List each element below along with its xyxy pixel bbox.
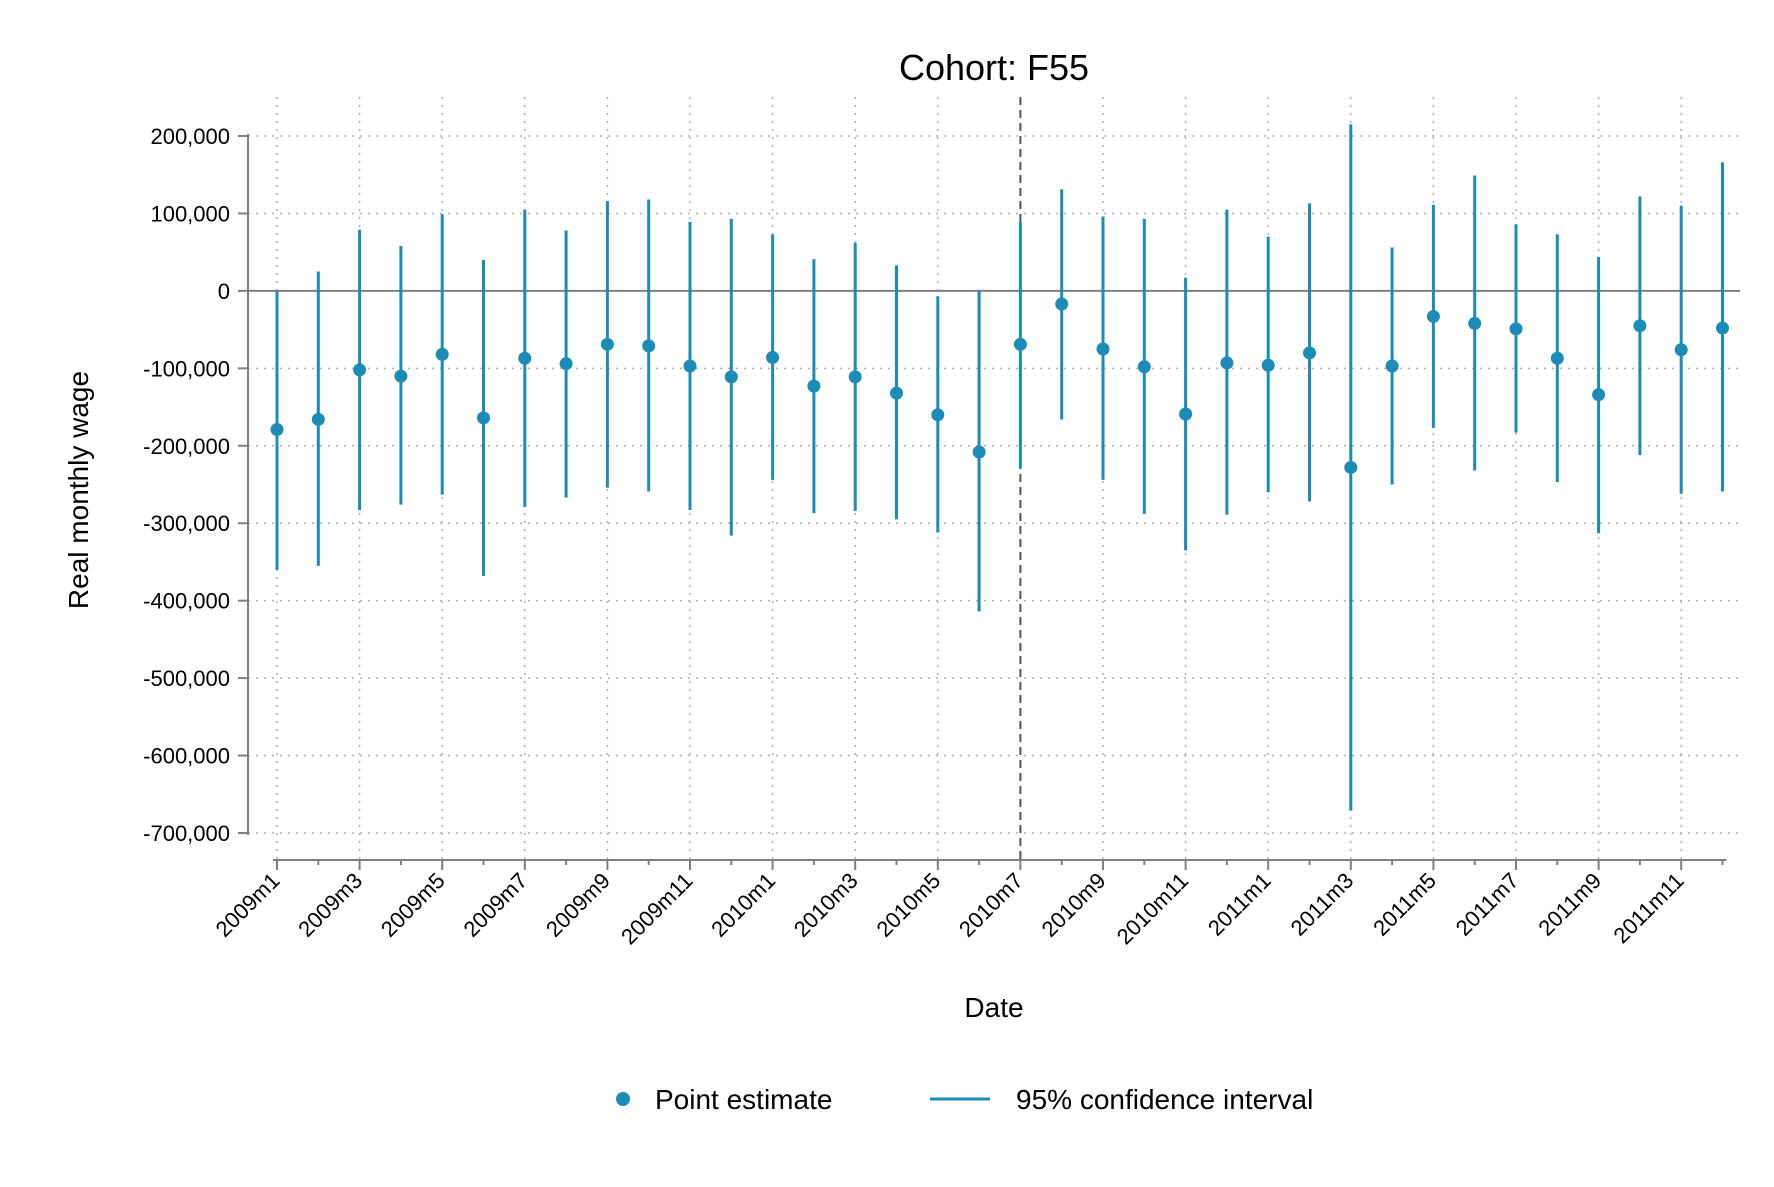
point-estimate-marker [394,369,408,383]
point-estimate-marker [1137,360,1151,374]
point-estimate-marker [724,370,738,384]
point-estimate-marker [1261,358,1275,372]
point-estimate-marker [1179,407,1193,421]
x-axis-label: Date [964,992,1023,1023]
point-estimate-marker [1592,388,1606,402]
y-tick-label: -200,000 [143,434,230,459]
legend-ci-label: 95% confidence interval [1016,1084,1313,1115]
y-axis-label: Real monthly wage [63,371,94,609]
x-tick-label: 2010m5 [871,868,945,942]
x-tick-label: 2010m3 [789,868,863,942]
point-estimate-marker [1013,337,1027,351]
x-tick-label: 2011m3 [1286,868,1359,941]
point-estimate-marker [972,445,986,459]
legend-point-marker [616,1092,630,1106]
point-estimate-marker [353,363,367,377]
point-estimate-marker [1096,342,1110,356]
point-estimate-marker [683,359,697,373]
point-estimate-marker [642,339,656,353]
legend-point-label: Point estimate [655,1084,832,1115]
point-estimate-marker [600,337,614,351]
point-estimate-marker [1055,297,1069,311]
y-tick-label: -500,000 [143,666,230,691]
x-tick-label: 2009m5 [376,868,450,942]
point-estimate-marker [1426,309,1440,323]
point-estimate-marker [1385,359,1399,373]
point-estimate-marker [766,350,780,364]
y-tick-label: 0 [218,279,230,304]
point-estimate-marker [1344,460,1358,474]
x-tick-label: 2009m1 [211,868,285,942]
x-tick-label: 2011m7 [1451,868,1524,941]
point-estimate-marker [848,370,862,384]
point-estimate-marker [1303,346,1316,360]
x-tick-label: 2010m7 [954,868,1028,942]
legend: Point estimate 95% confidence interval [616,1084,1313,1115]
grid-lines [248,97,1740,860]
y-tick-label: -700,000 [143,821,230,846]
point-estimate-marker [518,351,532,365]
x-tick-label: 2011m5 [1368,868,1441,941]
point-estimate-marker [435,347,449,361]
x-tick-label: 2009m11 [616,868,697,949]
x-tick-label: 2011m11 [1608,868,1688,948]
x-tick-label: 2009m9 [541,868,615,942]
point-estimate-marker [1716,321,1729,335]
x-tick-label: 2009m3 [293,868,367,942]
chart-title: Cohort: F55 [899,47,1089,88]
point-estimate-marker [1674,343,1688,357]
y-tick-label: -400,000 [143,589,230,614]
x-tick-label: 2011m9 [1533,868,1606,941]
y-tick-label: 100,000 [150,201,230,226]
point-estimate-marker [311,412,325,426]
x-tick-label: 2010m1 [706,868,780,942]
y-tick-label: -100,000 [143,356,230,381]
x-tick-label: 2011m1 [1203,868,1276,941]
point-estimate-marker [1509,322,1523,336]
axes: 200,000 100,000 0 -100,000 -200,000 -300,000 -… [143,97,1740,949]
x-tick-label: 2010m11 [1112,868,1193,949]
point-estimate-marker [1220,356,1234,370]
point-estimate-marker [270,423,284,437]
point-estimate-marker [1468,316,1482,330]
point-estimate-marker [559,357,573,371]
y-tick-label: 200,000 [150,124,230,149]
point-estimate-marker [807,379,821,393]
x-tick-label: 2009m7 [458,868,532,942]
point-estimate-marker [1633,319,1647,333]
point-estimate-marker [931,408,945,422]
data-marks [270,124,1729,811]
point-estimate-marker [477,411,490,425]
y-tick-label: -600,000 [143,744,230,769]
point-estimate-marker [890,386,903,400]
point-estimate-marker [1550,351,1564,365]
x-tick-label: 2010m9 [1037,868,1111,942]
y-tick-label: -300,000 [143,511,230,536]
